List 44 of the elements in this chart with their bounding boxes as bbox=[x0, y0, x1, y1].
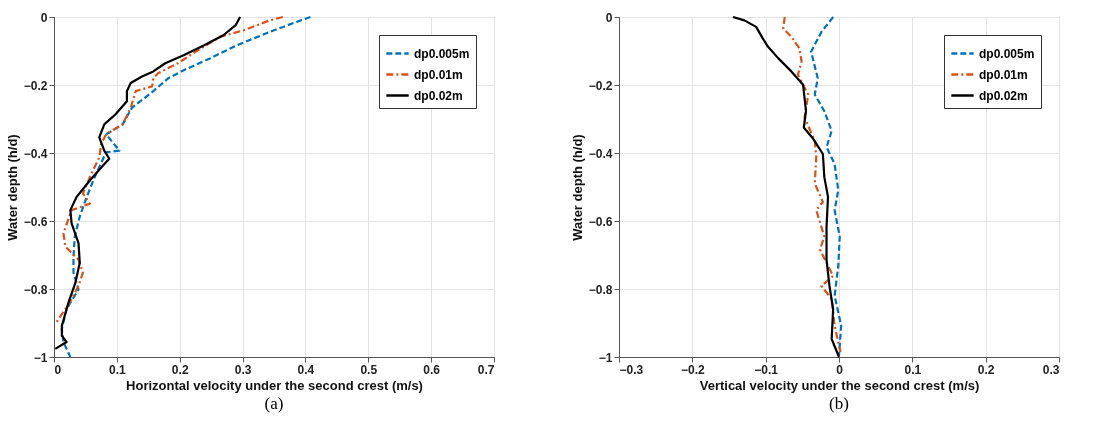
y-tick-label: −1 bbox=[598, 350, 613, 365]
x-tick-label: 0.3 bbox=[234, 362, 252, 377]
legend-label: dp0.01m bbox=[979, 67, 1028, 82]
line-series bbox=[782, 15, 842, 353]
y-tick-label: −0.4 bbox=[23, 146, 48, 161]
legend-label: dp0.01m bbox=[414, 67, 463, 82]
line-series bbox=[731, 15, 841, 359]
x-tick-label: 0.7 bbox=[477, 362, 495, 377]
legend-label: dp0.02m bbox=[414, 88, 463, 103]
text: (b) bbox=[829, 394, 849, 413]
y-tick-label: −0.8 bbox=[588, 282, 613, 297]
x-tick-label: 0.6 bbox=[423, 362, 441, 377]
x-axis-title: Horizontal velocity under the second crest (m/s) bbox=[126, 377, 423, 393]
y-axis-title: Water depth (h/d) bbox=[4, 134, 20, 241]
x-tick-label: −0.3 bbox=[619, 362, 644, 377]
y-tick-label: −0.8 bbox=[23, 282, 48, 297]
line-series bbox=[60, 15, 312, 359]
x-tick-label: 0.5 bbox=[360, 362, 378, 377]
x-tick-label: 0.1 bbox=[109, 362, 127, 377]
line-series bbox=[810, 15, 843, 357]
x-tick-label: 0.1 bbox=[904, 362, 922, 377]
x-tick-label: 0.3 bbox=[1042, 362, 1060, 377]
y-tick-label: −0.2 bbox=[588, 78, 613, 93]
text: (a) bbox=[264, 394, 284, 413]
y-tick-label: −0.2 bbox=[23, 78, 48, 93]
x-tick-label: 0 bbox=[54, 362, 62, 377]
legend-label: dp0.02m bbox=[979, 88, 1028, 103]
legend-label: dp0.005m bbox=[414, 46, 470, 61]
x-tick-label: 0.4 bbox=[297, 362, 315, 377]
y-tick-label: 0 bbox=[605, 10, 613, 25]
y-axis-title: Water depth (h/d) bbox=[569, 134, 585, 241]
x-axis-title: Vertical velocity under the second crest (m/s) bbox=[699, 377, 980, 393]
x-tick-label: 0.2 bbox=[171, 362, 189, 377]
y-tick-label: 0 bbox=[40, 10, 48, 25]
y-tick-label: −0.6 bbox=[588, 214, 613, 229]
x-tick-label: 0 bbox=[836, 362, 844, 377]
x-tick-label: 0.2 bbox=[977, 362, 995, 377]
legend-label: dp0.005m bbox=[979, 46, 1035, 61]
x-tick-label: −0.2 bbox=[680, 362, 705, 377]
y-tick-label: −0.4 bbox=[588, 146, 613, 161]
line-series bbox=[54, 15, 242, 350]
y-tick-label: −1 bbox=[33, 350, 48, 365]
x-tick-label: −0.1 bbox=[754, 362, 779, 377]
y-tick-label: −0.6 bbox=[23, 214, 48, 229]
